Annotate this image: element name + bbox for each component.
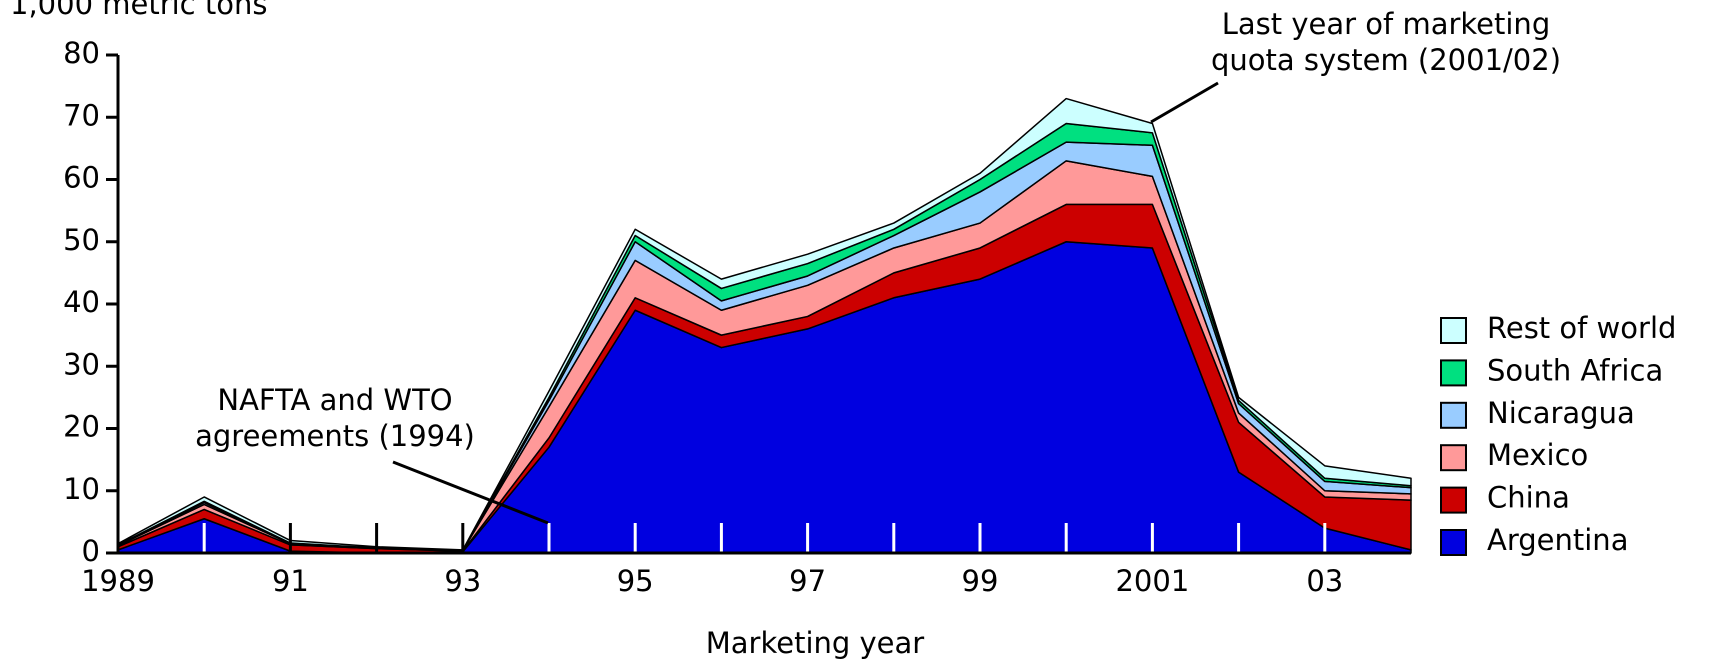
annotation-pointer — [1150, 81, 1219, 124]
x-tick-label: 1989 — [81, 564, 155, 598]
y-tick-label: 70 — [63, 98, 100, 132]
x-tick-label: 2001 — [1115, 564, 1189, 598]
annotation-line: Last year of marketing — [1222, 7, 1550, 41]
legend-swatch — [1440, 444, 1467, 472]
chart-title: 1,000 metric tons — [10, 0, 267, 21]
x-tick-label: 91 — [272, 564, 309, 598]
y-tick-label: 50 — [63, 223, 100, 257]
legend-swatch — [1440, 486, 1467, 514]
y-tick-label: 80 — [63, 36, 100, 70]
x-tick-label: 03 — [1306, 564, 1343, 598]
legend-swatch — [1440, 529, 1467, 556]
legend-label: Argentina — [1487, 523, 1628, 557]
legend-label: China — [1487, 481, 1570, 515]
annotation-pointer — [392, 460, 549, 525]
y-tick-label: 10 — [63, 472, 100, 506]
legend-swatch — [1440, 359, 1467, 387]
annotation-line: NAFTA and WTO — [217, 383, 452, 417]
x-tick-label: 99 — [962, 564, 999, 598]
legend-label: Mexico — [1487, 438, 1588, 472]
annotation: NAFTA and WTO agreements (1994) — [195, 383, 475, 453]
y-tick-label: 60 — [63, 161, 100, 195]
legend-swatch — [1440, 317, 1467, 344]
x-tick-label: 93 — [444, 564, 481, 598]
y-tick-label: 20 — [63, 410, 100, 444]
annotation-line: quota system (2001/02) — [1211, 43, 1561, 77]
legend-label: Rest of world — [1487, 311, 1676, 345]
annotation: Last year of marketing quota system (2001… — [1211, 7, 1561, 77]
legend-label: South Africa — [1487, 353, 1663, 387]
legend-label: Nicaragua — [1487, 396, 1635, 430]
x-tick-label: 97 — [789, 564, 826, 598]
legend-swatch — [1440, 401, 1467, 429]
x-axis-label: Marketing year — [706, 626, 925, 660]
y-tick-label: 30 — [63, 347, 100, 381]
y-tick-label: 0 — [82, 534, 100, 568]
y-tick-label: 40 — [63, 285, 100, 319]
annotation-line: agreements (1994) — [195, 419, 475, 453]
x-tick-label: 95 — [617, 564, 654, 598]
